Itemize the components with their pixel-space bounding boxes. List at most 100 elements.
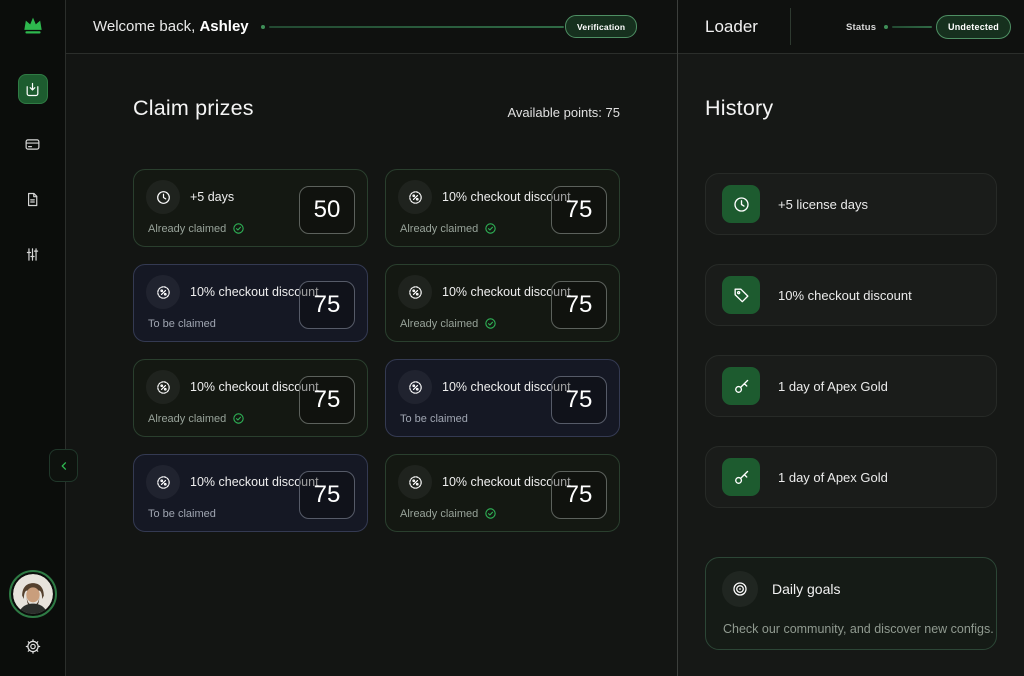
top-bar: Welcome back, Ashley Verification Loader…	[66, 0, 1024, 54]
user-avatar[interactable]	[8, 570, 57, 618]
prize-label: 10% checkout discount	[442, 285, 571, 299]
prize-points-box: 75	[551, 376, 607, 424]
history-panel: History +5 license days 10% checkout dis…	[678, 54, 1024, 676]
loader-title: Loader	[705, 16, 758, 36]
prize-card[interactable]: 10% checkout discount Already claimed 75	[133, 359, 368, 437]
daily-goals-card: Daily goals Check our community, and dis…	[705, 557, 997, 650]
prize-status-text: To be claimed	[400, 413, 468, 425]
history-item: +5 license days	[705, 173, 997, 235]
prize-status: Already claimed	[400, 507, 497, 520]
prize-status-text: Already claimed	[400, 507, 479, 520]
discount-icon	[398, 275, 432, 309]
prize-status: To be claimed	[400, 413, 468, 425]
history-title: History	[705, 96, 774, 120]
header-divider	[790, 8, 791, 45]
clock-icon	[722, 185, 760, 223]
gear-icon	[24, 638, 41, 655]
discount-icon	[146, 370, 180, 404]
prize-points-box: 75	[299, 281, 355, 329]
sidebar-collapse-button[interactable]	[49, 449, 78, 482]
history-item: 1 day of Apex Gold	[705, 355, 997, 417]
discount-icon	[398, 370, 432, 404]
prize-label: 10% checkout discount	[442, 380, 571, 394]
sliders-icon	[24, 246, 41, 263]
prize-header: 10% checkout discount	[398, 370, 571, 404]
prize-label: 10% checkout discount	[442, 190, 571, 204]
prize-header: +5 days	[146, 180, 234, 214]
history-item-label: 1 day of Apex Gold	[778, 469, 888, 485]
check-circle-icon	[484, 507, 497, 520]
daily-goals-header: Daily goals	[722, 571, 840, 607]
prize-card[interactable]: 10% checkout discount To be claimed 75	[385, 359, 620, 437]
prize-status: To be claimed	[148, 318, 216, 330]
prize-points-box: 75	[299, 471, 355, 519]
history-item: 10% checkout discount	[705, 264, 997, 326]
welcome-message: Welcome back, Ashley	[93, 0, 249, 53]
status-label: Status	[846, 22, 877, 33]
prize-status-text: Already claimed	[148, 412, 227, 425]
document-icon	[24, 191, 41, 208]
status-connector-dot	[884, 25, 888, 29]
key-icon	[722, 458, 760, 496]
prize-status: Already claimed	[148, 222, 245, 235]
discount-icon	[146, 275, 180, 309]
prize-header: 10% checkout discount	[146, 465, 319, 499]
prize-label: 10% checkout discount	[190, 475, 319, 489]
chevron-left-icon	[57, 459, 71, 473]
sidebar-nav-item[interactable]	[18, 184, 48, 214]
welcome-prefix: Welcome back,	[93, 18, 200, 35]
key-icon	[722, 367, 760, 405]
daily-goals-title: Daily goals	[772, 581, 841, 597]
prize-card[interactable]: 10% checkout discount Already claimed 75	[385, 454, 620, 532]
claim-prizes-panel: Claim prizes Available points: 75 +5 day…	[66, 54, 677, 676]
prize-grid: +5 days Already claimed 50 10% checkout …	[133, 169, 620, 532]
settings-button[interactable]	[24, 638, 41, 655]
check-circle-icon	[484, 317, 497, 330]
sidebar-nav-item[interactable]	[18, 129, 48, 159]
crown-icon	[20, 12, 46, 38]
tag-icon	[722, 276, 760, 314]
sidebar-nav	[0, 74, 65, 269]
user-avatar	[12, 574, 53, 614]
prize-status: To be claimed	[148, 508, 216, 520]
check-circle-icon	[232, 412, 245, 425]
prize-status: Already claimed	[400, 222, 497, 235]
prize-card[interactable]: 10% checkout discount Already claimed 75	[385, 264, 620, 342]
prize-status-text: Already claimed	[400, 222, 479, 235]
sidebar-nav-item[interactable]	[18, 239, 48, 269]
prize-header: 10% checkout discount	[398, 465, 571, 499]
prize-card[interactable]: 10% checkout discount To be claimed 75	[133, 264, 368, 342]
history-item-label: 10% checkout discount	[778, 287, 912, 303]
prize-header: 10% checkout discount	[146, 275, 319, 309]
prize-status: Already claimed	[400, 317, 497, 330]
sidebar-nav-item[interactable]	[17, 74, 48, 104]
prize-points-box: 50	[299, 186, 355, 234]
prize-status-text: Already claimed	[148, 222, 227, 235]
discount-icon	[146, 465, 180, 499]
available-points: Available points: 75	[507, 105, 620, 120]
prize-label: +5 days	[190, 190, 235, 204]
clock-icon	[146, 180, 180, 214]
verification-badge: Verification	[565, 15, 638, 38]
check-circle-icon	[484, 222, 497, 235]
prize-header: 10% checkout discount	[146, 370, 319, 404]
check-circle-icon	[232, 222, 245, 235]
prize-points-box: 75	[551, 471, 607, 519]
username: Ashley	[199, 18, 249, 35]
discount-icon	[398, 465, 432, 499]
connector-line	[269, 26, 564, 28]
prize-label: 10% checkout discount	[442, 475, 571, 489]
prize-card[interactable]: 10% checkout discount To be claimed 75	[133, 454, 368, 532]
target-icon	[722, 571, 758, 607]
prize-status-text: Already claimed	[400, 317, 479, 330]
sidebar	[0, 0, 66, 676]
prize-card[interactable]: 10% checkout discount Already claimed 75	[385, 169, 620, 247]
prize-status-text: To be claimed	[148, 508, 216, 520]
history-list: +5 license days 10% checkout discount 1 …	[705, 173, 997, 508]
prize-status: Already claimed	[148, 412, 245, 425]
panel-divider	[677, 0, 678, 676]
status-badge: Undetected	[936, 15, 1012, 39]
daily-goals-description: Check our community, and discover new co…	[723, 622, 994, 636]
prize-card[interactable]: +5 days Already claimed 50	[133, 169, 368, 247]
